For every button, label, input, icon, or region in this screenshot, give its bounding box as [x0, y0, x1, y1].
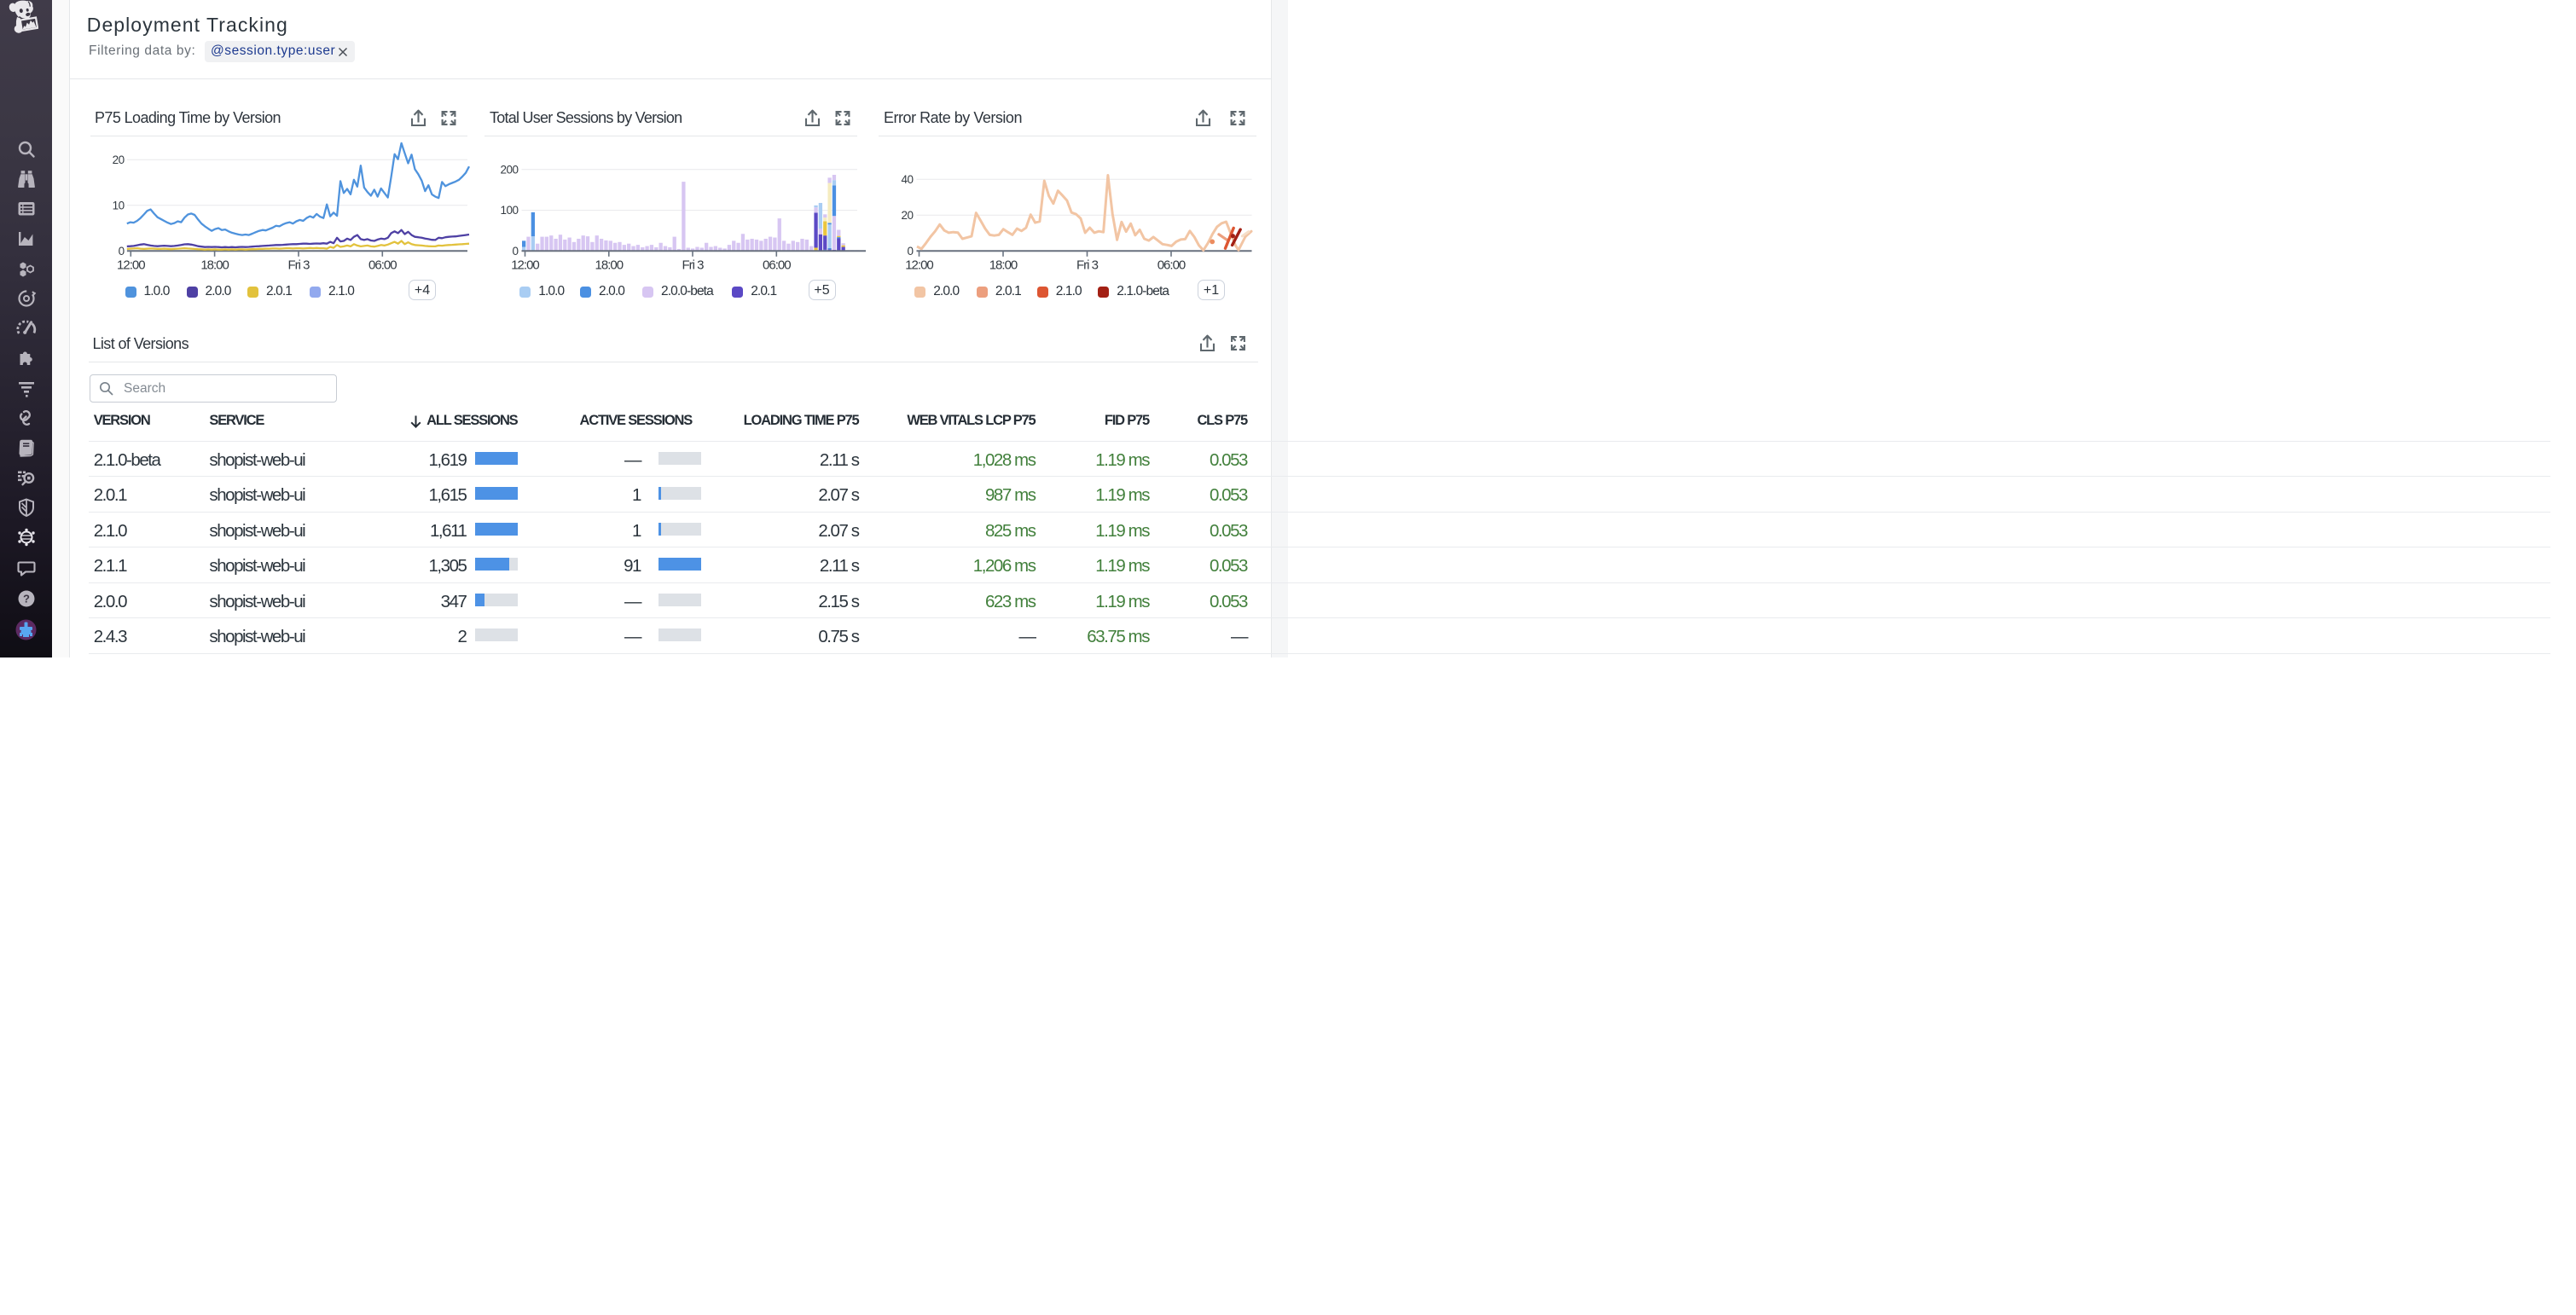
- svg-text:100: 100: [500, 204, 518, 217]
- svg-text:12:00: 12:00: [117, 258, 145, 273]
- svg-text:0: 0: [907, 245, 913, 258]
- svg-text:40: 40: [901, 173, 913, 186]
- svg-text:18:00: 18:00: [200, 258, 229, 273]
- svg-text:18:00: 18:00: [989, 258, 1018, 273]
- svg-text:06:00: 06:00: [763, 258, 791, 273]
- svg-text:0: 0: [512, 245, 518, 258]
- svg-text:Fri 3: Fri 3: [682, 258, 705, 273]
- svg-text:Fri 3: Fri 3: [288, 258, 310, 273]
- svg-text:06:00: 06:00: [1157, 258, 1186, 273]
- svg-text:200: 200: [500, 164, 518, 177]
- svg-text:20: 20: [901, 209, 913, 222]
- svg-text:12:00: 12:00: [511, 258, 539, 273]
- svg-text:18:00: 18:00: [595, 258, 624, 273]
- svg-text:12:00: 12:00: [905, 258, 933, 273]
- svg-text:06:00: 06:00: [368, 258, 397, 273]
- svg-text:20: 20: [113, 154, 125, 166]
- svg-text:Fri 3: Fri 3: [1076, 258, 1099, 273]
- svg-text:0: 0: [119, 245, 125, 258]
- svg-text:?: ?: [23, 593, 30, 605]
- svg-text:10: 10: [113, 199, 125, 211]
